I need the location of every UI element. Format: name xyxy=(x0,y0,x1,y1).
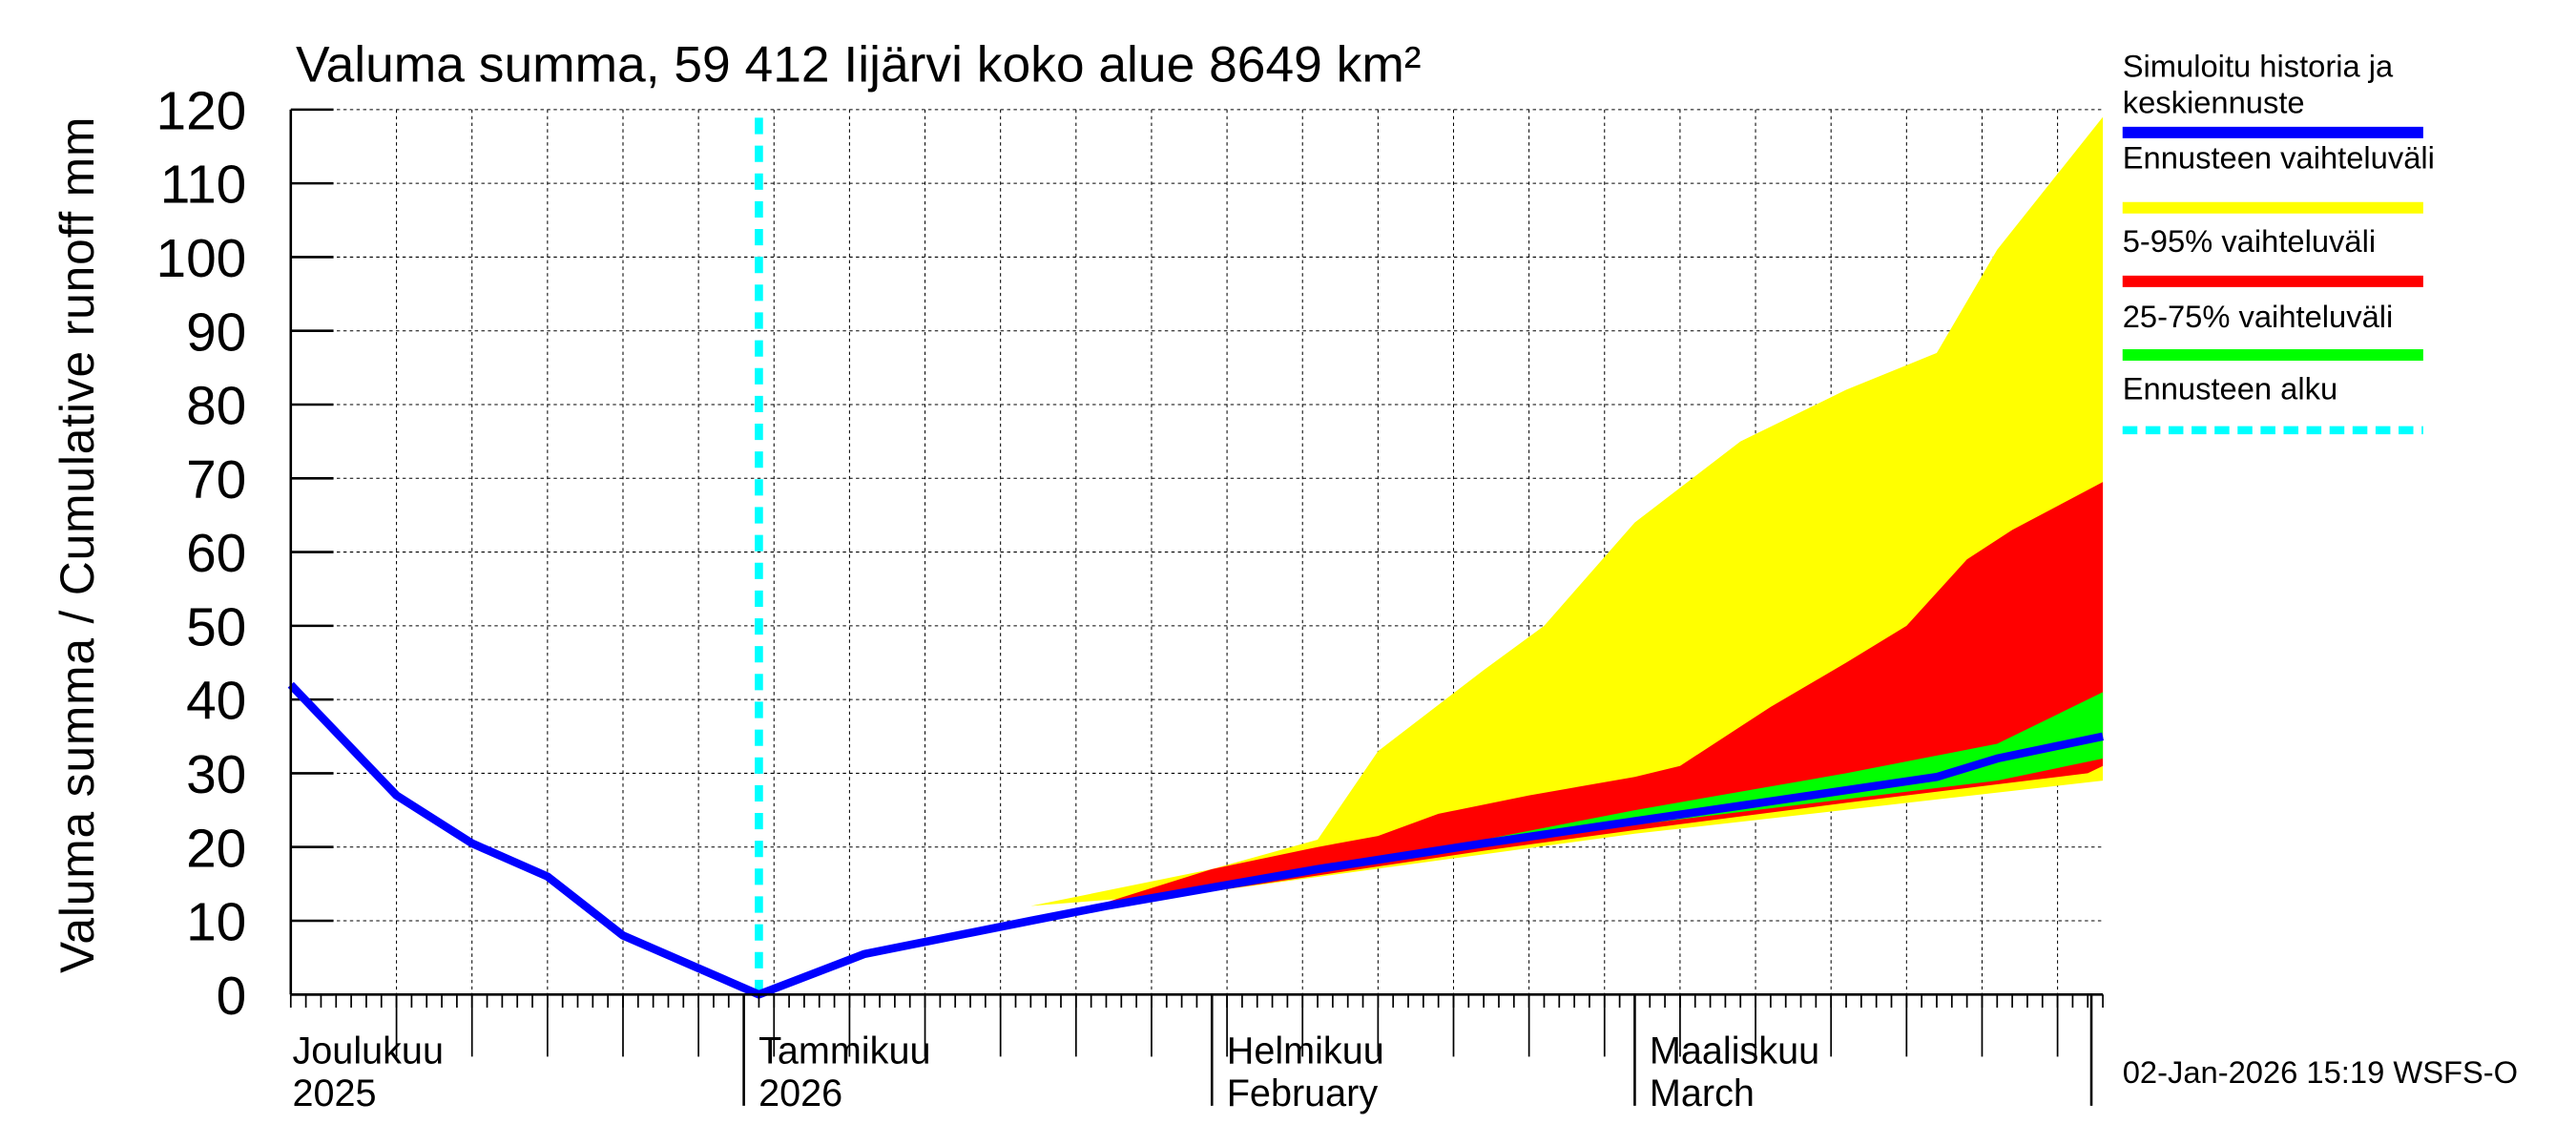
y-tick-label: 0 xyxy=(217,967,247,1027)
month-label: Helmikuu xyxy=(1227,1030,1384,1072)
legend-label-2: keskiennuste xyxy=(2123,84,2305,119)
y-tick-label: 90 xyxy=(186,302,246,363)
legend-label: 25-75% vaihteluväli xyxy=(2123,299,2394,334)
y-axis-label: Valuma summa / Cumulative runoff mm xyxy=(51,116,104,973)
month-label-sub: 2025 xyxy=(293,1072,377,1114)
footer-timestamp: 02-Jan-2026 15:19 WSFS-O xyxy=(2123,1054,2518,1090)
y-tick-label: 60 xyxy=(186,524,246,584)
month-label-sub: March xyxy=(1650,1072,1755,1114)
median-line xyxy=(287,681,2104,999)
y-tick-label: 10 xyxy=(186,893,246,953)
month-label-sub: 2026 xyxy=(758,1072,842,1114)
month-label: Joulukuu xyxy=(293,1030,444,1072)
month-label: Maaliskuu xyxy=(1650,1030,1819,1072)
y-tick-label: 50 xyxy=(186,598,246,658)
y-tick-label: 120 xyxy=(156,82,246,142)
legend-label: Ennusteen alku xyxy=(2123,370,2337,406)
y-tick-label: 70 xyxy=(186,450,246,510)
y-tick-label: 40 xyxy=(186,672,246,732)
month-label-sub: February xyxy=(1227,1072,1379,1114)
y-tick-label: 110 xyxy=(160,156,247,216)
band-ff0000 xyxy=(1106,482,2104,906)
y-tick-label: 30 xyxy=(186,745,246,805)
legend-label: Ennusteen vaihteluväli xyxy=(2123,140,2435,176)
y-tick-label: 20 xyxy=(186,819,246,879)
legend-label: Simuloitu historia ja xyxy=(2123,49,2394,84)
month-label: Tammikuu xyxy=(758,1030,930,1072)
y-tick-label: 100 xyxy=(156,229,246,289)
y-tick-label: 80 xyxy=(186,377,246,437)
chart-title: Valuma summa, 59 412 Iijärvi koko alue 8… xyxy=(296,37,1422,94)
legend-label: 5-95% vaihteluväli xyxy=(2123,223,2376,259)
